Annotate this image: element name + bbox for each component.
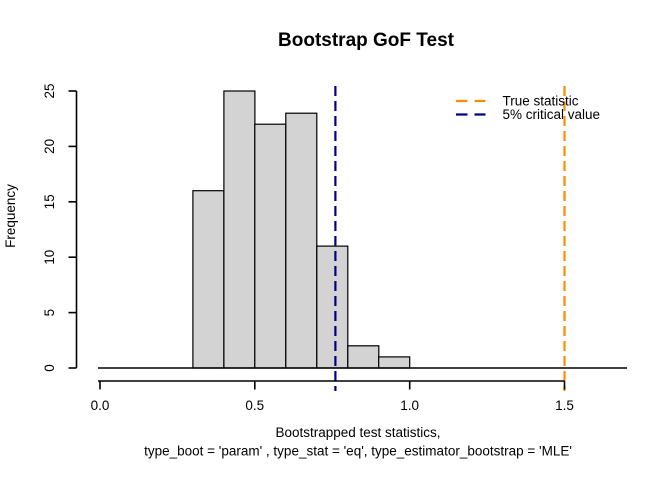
y-tick-label: 25 bbox=[42, 83, 57, 98]
y-tick-label: 15 bbox=[42, 194, 57, 209]
chart-title: Bootstrap GoF Test bbox=[278, 30, 455, 51]
x-tick-label: 1.5 bbox=[555, 398, 574, 413]
histogram-bar bbox=[378, 356, 411, 369]
y-tick-label: 5 bbox=[42, 309, 57, 317]
histogram-bar bbox=[347, 345, 380, 369]
y-tick-label: 0 bbox=[42, 364, 57, 372]
y-axis-label: Frequency bbox=[3, 184, 18, 248]
x-tick-label: 1.0 bbox=[400, 398, 419, 413]
y-tick-label: 10 bbox=[42, 250, 57, 265]
x-tick-label: 0.0 bbox=[91, 398, 110, 413]
legend-critical-value-label: 5% critical value bbox=[503, 107, 601, 122]
y-tick-label: 20 bbox=[42, 139, 57, 154]
histogram-bar bbox=[316, 245, 349, 369]
x-axis-label-line1: Bootstrapped test statistics, bbox=[275, 425, 440, 440]
histogram-bar bbox=[254, 123, 287, 369]
histogram-bar bbox=[285, 112, 318, 369]
x-tick-label: 0.5 bbox=[245, 398, 264, 413]
x-axis-label-line2: type_boot = 'param' , type_stat = 'eq', … bbox=[144, 444, 572, 459]
histogram-bar bbox=[192, 190, 225, 369]
legend-true-statistic-label: True statistic bbox=[503, 94, 579, 109]
histogram-bar bbox=[223, 90, 256, 369]
